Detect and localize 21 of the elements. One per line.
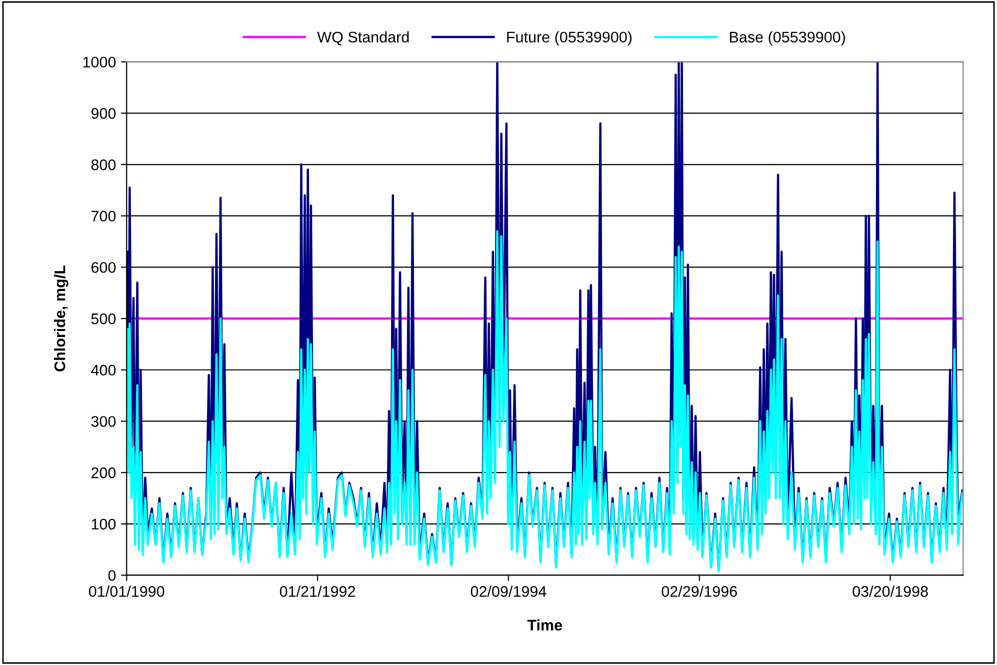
y-tick-label: 600 xyxy=(91,262,116,273)
x-tick-label: 01/21/1992 xyxy=(280,586,356,597)
y-tick-label: 400 xyxy=(91,364,116,376)
y-tick-label: 500 xyxy=(91,313,116,324)
y-tick-label: 200 xyxy=(91,467,116,478)
y-tick-label: 900 xyxy=(91,108,116,119)
legend-label: Base (05539900) xyxy=(730,31,845,46)
x-tick-label: 02/29/1996 xyxy=(662,586,737,597)
x-tick-label: 02/09/1994 xyxy=(470,586,546,597)
x-axis-title: Time xyxy=(527,619,562,631)
y-tick-label: 700 xyxy=(92,210,116,222)
legend-label: Future (05539900) xyxy=(507,31,632,46)
y-tick-label: 100 xyxy=(92,518,116,530)
y-tick-label: 800 xyxy=(91,159,116,170)
x-tick-label: 03/20/1998 xyxy=(852,586,928,597)
legend-label: WQ Standard xyxy=(317,31,409,46)
y-tick-label: 300 xyxy=(91,416,116,427)
y-tick-label: 0 xyxy=(108,570,116,581)
y-tick-label: 1000 xyxy=(83,56,116,68)
x-tick-label: 01/01/1990 xyxy=(88,586,164,597)
y-axis-title: Chloride, mg/L xyxy=(54,266,68,372)
